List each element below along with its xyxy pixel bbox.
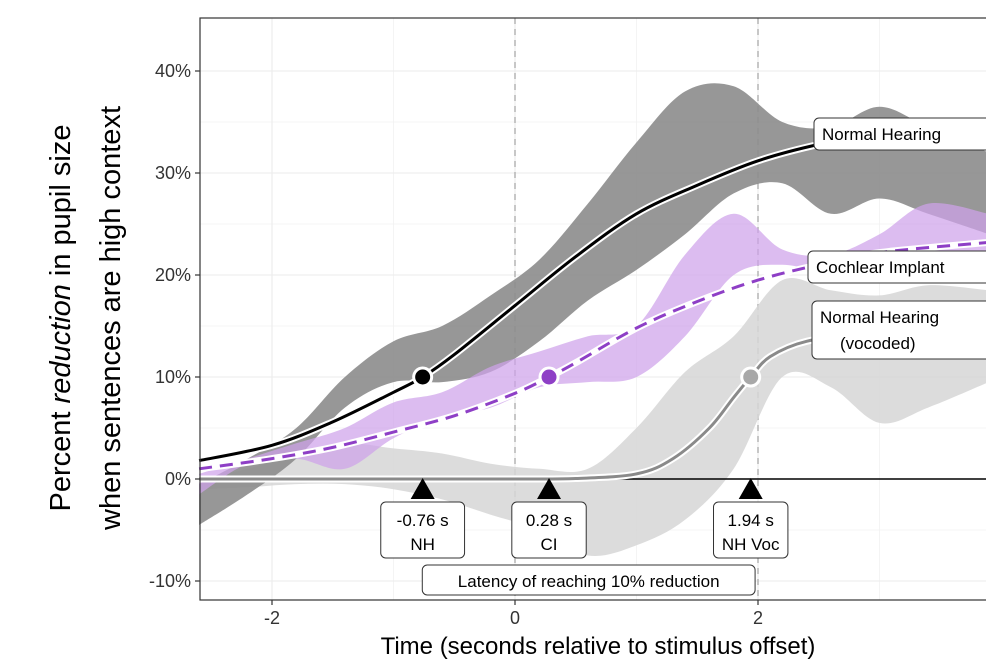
latency-label-box: [380, 501, 466, 559]
y-tick-label: -10%: [149, 571, 191, 591]
latency-triangle: [738, 478, 763, 499]
series-label-box-voc: [811, 300, 986, 360]
latency-group: NH Voc: [722, 535, 780, 554]
y-axis-title-emphasis: reduction: [45, 284, 77, 403]
point-nh: [415, 369, 431, 385]
series-labels: Normal Hearing Cochlear Implant Normal Hea…: [807, 117, 986, 360]
latency-label-box: [713, 501, 789, 559]
latency-group: CI: [541, 535, 558, 554]
y-tick-label: 20%: [155, 265, 191, 285]
latency-value: 0.28 s: [526, 511, 572, 530]
series-label-box-ci: [807, 250, 986, 284]
latency-caption: Latency of reaching 10% reduction: [458, 572, 720, 591]
series-label-ci: Cochlear Implant: [816, 258, 945, 277]
latency-value: 1.94 s: [728, 511, 774, 530]
y-axis-title-prefix: Percent: [45, 403, 77, 511]
latency-label-box: [511, 501, 587, 559]
latency-caption-box: [421, 564, 756, 596]
y-tick-label: 40%: [155, 61, 191, 81]
y-tick-label: 30%: [155, 163, 191, 183]
series-label-box-nh: [813, 117, 986, 151]
y-axis-title-line-2: when sentences are high context: [95, 106, 127, 531]
y-tick-label: 10%: [155, 367, 191, 387]
x-tick-label: 2: [753, 608, 763, 628]
point-voc: [743, 369, 759, 385]
y-axis-title-line-1: Percent reduction in pupil size: [45, 125, 77, 512]
series-label-voc: Normal Hearing: [820, 308, 939, 327]
panel-border: [199, 17, 986, 601]
latency-group: NH: [410, 535, 435, 554]
x-tick-label: 0: [510, 608, 520, 628]
band-ci: [199, 202, 986, 495]
series-label-voc: (vocoded): [840, 334, 916, 353]
latency-value: -0.76 s: [397, 511, 449, 530]
line-voc: [199, 331, 986, 481]
axes: -10% 0% 10% 20% 30% 40% -2 0 2: [149, 61, 763, 628]
latency-triangle: [410, 478, 435, 499]
series-label-nh: Normal Hearing: [822, 125, 941, 144]
point-ci: [541, 369, 557, 385]
x-axis-title: Time (seconds relative to stimulus offse…: [381, 633, 816, 660]
x-tick-label: -2: [264, 608, 280, 628]
latency-triangle: [537, 478, 562, 499]
latency-points: [412, 366, 762, 388]
y-tick-label: 0%: [165, 469, 191, 489]
y-axis-title-suffix: in pupil size: [45, 125, 77, 285]
